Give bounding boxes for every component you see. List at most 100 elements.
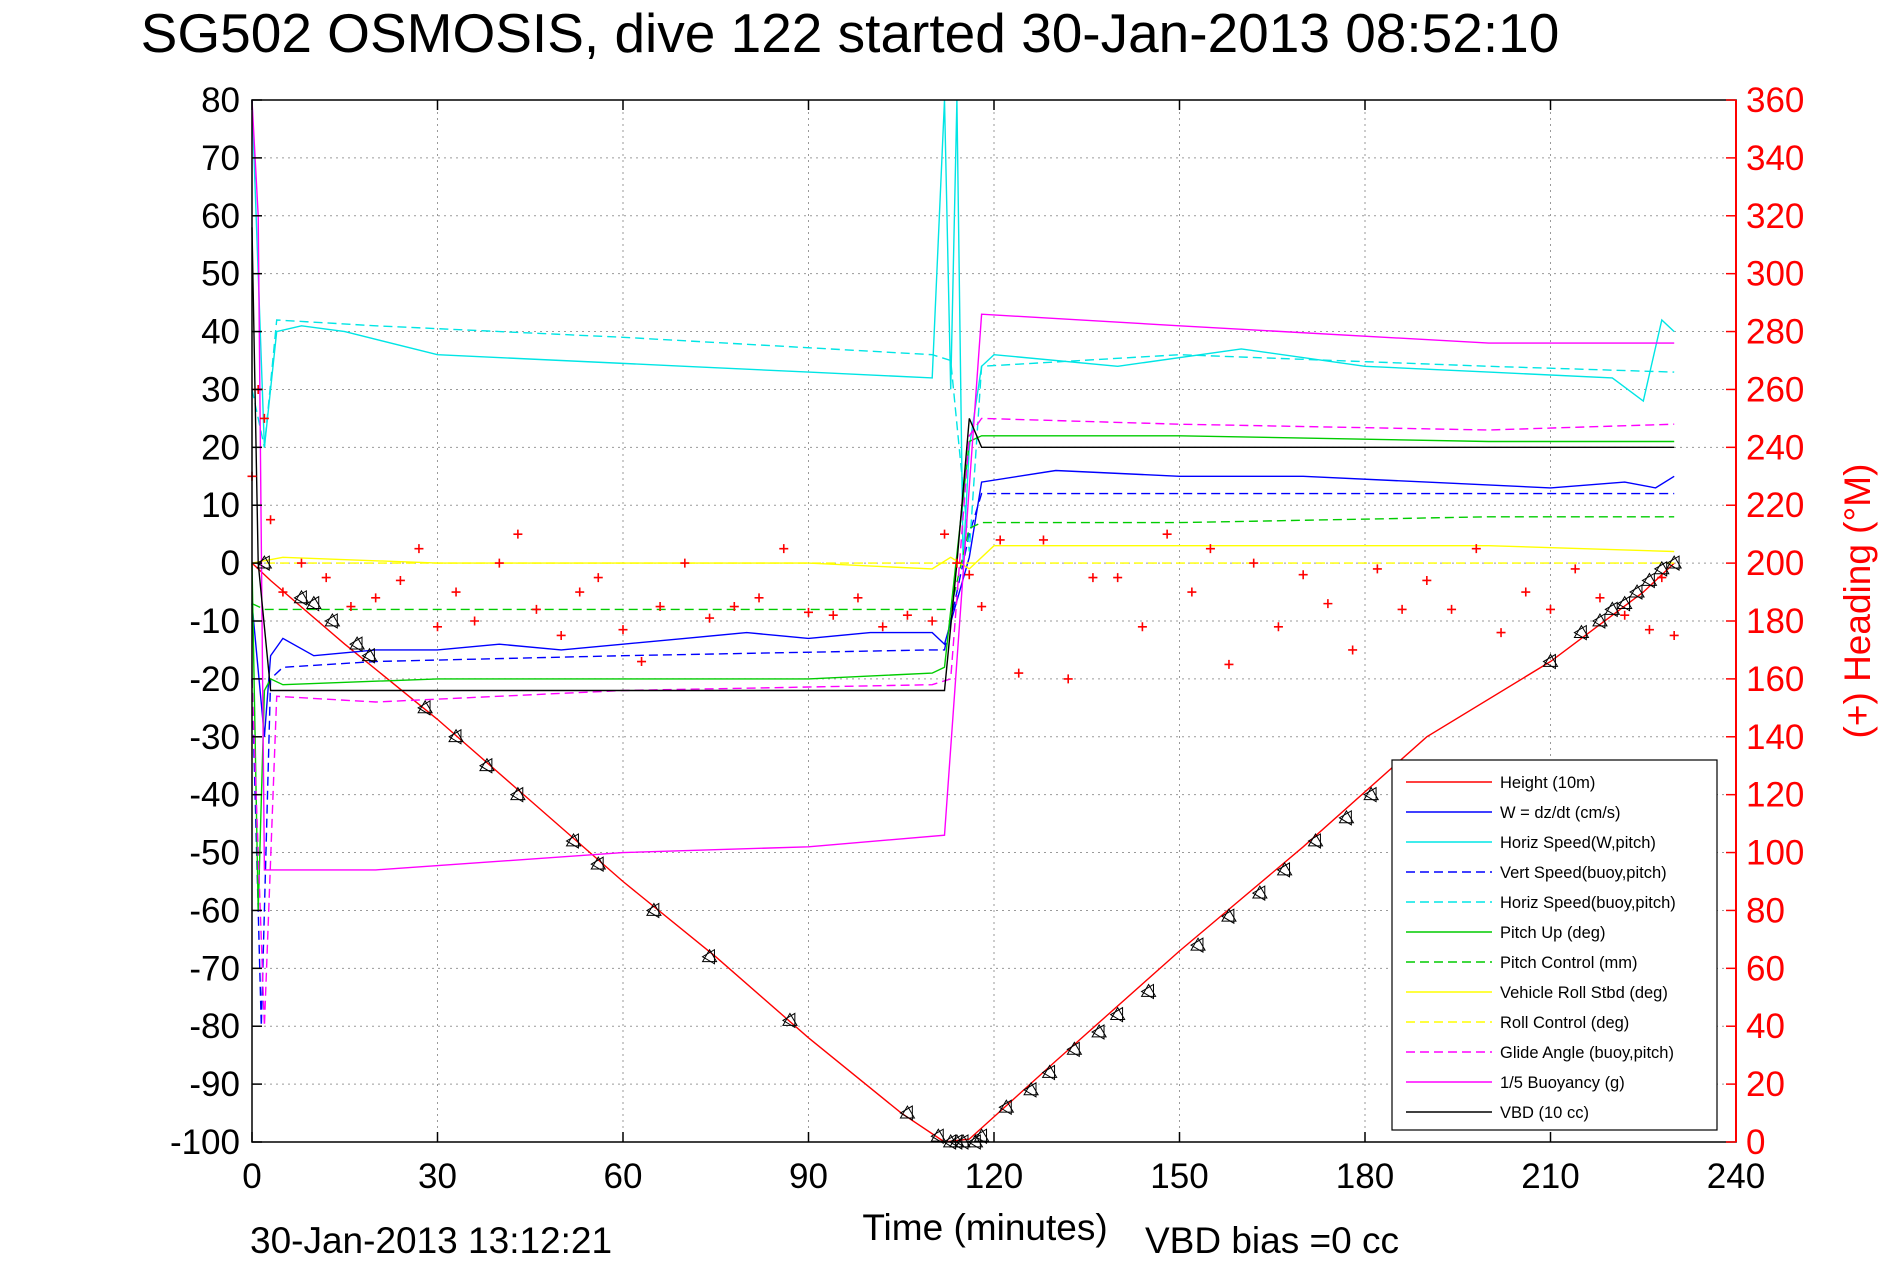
vbd-marker-left bbox=[1641, 572, 1655, 589]
x-axis-label: Time (minutes) bbox=[862, 1207, 1107, 1248]
vbd-marker-left bbox=[256, 555, 270, 571]
vbd-marker bbox=[256, 555, 273, 569]
vbd-marker-left bbox=[1338, 809, 1352, 826]
y-tick-label: -40 bbox=[189, 776, 240, 815]
heading-marker bbox=[1644, 625, 1654, 635]
heading-marker bbox=[494, 558, 504, 568]
heading-marker bbox=[433, 622, 442, 632]
heading-marker bbox=[618, 625, 628, 635]
vbd-marker bbox=[1573, 624, 1590, 638]
legend-entry-label: Height (10m) bbox=[1500, 774, 1595, 792]
y2-tick-label: 60 bbox=[1746, 949, 1785, 988]
vbd-marker-left bbox=[1251, 885, 1266, 901]
vbd-marker-left bbox=[324, 613, 338, 629]
heading-marker bbox=[1162, 529, 1172, 539]
series-line-5 bbox=[251, 435, 1675, 911]
heading-marker bbox=[995, 535, 1005, 545]
heading-marker bbox=[371, 593, 381, 603]
heading-marker bbox=[940, 529, 950, 539]
heading-marker bbox=[1088, 573, 1098, 583]
series-line-10 bbox=[251, 99, 1675, 871]
y-tick-label: -20 bbox=[189, 660, 240, 699]
vbd-marker bbox=[1629, 584, 1645, 598]
vbd-marker bbox=[1641, 572, 1658, 586]
heading-marker bbox=[729, 602, 739, 612]
x-tick-label: 0 bbox=[242, 1157, 261, 1196]
vbd-marker bbox=[1666, 555, 1683, 569]
heading-marker bbox=[1595, 593, 1605, 603]
heading-marker bbox=[1372, 564, 1382, 574]
vbd-marker-left bbox=[645, 902, 660, 919]
vbd-marker bbox=[1616, 595, 1633, 610]
heading-marker bbox=[828, 610, 838, 620]
heading-marker bbox=[1063, 674, 1073, 684]
vbd-marker bbox=[1140, 983, 1157, 997]
series-line-11 bbox=[251, 227, 1675, 692]
vbd-marker-left bbox=[1023, 1082, 1037, 1098]
vbd-marker-left bbox=[478, 757, 493, 774]
vbd-marker-left bbox=[509, 786, 524, 803]
vbd-marker bbox=[701, 948, 718, 963]
heading-marker bbox=[470, 616, 480, 626]
x-tick-label: 150 bbox=[1150, 1157, 1208, 1196]
heading-marker bbox=[1521, 587, 1531, 597]
heading-marker bbox=[964, 570, 974, 580]
heading-marker bbox=[278, 587, 288, 597]
heading-marker bbox=[556, 630, 566, 640]
y-tick-label: -90 bbox=[189, 1065, 240, 1104]
vbd-marker bbox=[324, 613, 341, 627]
series-line-1 bbox=[251, 469, 1675, 737]
vbd-marker-left bbox=[701, 948, 715, 965]
legend-entry-label: Vert Speed(buoy,pitch) bbox=[1500, 864, 1667, 882]
heading-marker bbox=[575, 587, 585, 597]
vbd-marker-left bbox=[293, 589, 307, 606]
heading-marker bbox=[1397, 604, 1407, 614]
heading-marker bbox=[853, 593, 863, 603]
y2-tick-label: 320 bbox=[1746, 197, 1804, 236]
x-axis: 0 30 60 90 120 150 180 210 240 bbox=[242, 100, 1765, 1196]
y-tick-label: -10 bbox=[189, 602, 240, 641]
heading-marker bbox=[779, 544, 789, 554]
y2-tick-label: 340 bbox=[1746, 139, 1804, 178]
heading-marker bbox=[1113, 573, 1123, 583]
vbd-marker-left bbox=[1091, 1024, 1105, 1040]
x-tick-label: 90 bbox=[789, 1157, 828, 1196]
vbd-marker-left bbox=[930, 1128, 944, 1145]
vbd-marker-left bbox=[565, 833, 579, 849]
vbd-marker bbox=[1109, 1006, 1126, 1021]
vbd-marker bbox=[782, 1012, 798, 1026]
vbd-marker bbox=[899, 1105, 916, 1119]
heading-marker bbox=[878, 622, 888, 632]
legend: Height (10m) W = dz/dt (cm/s) Horiz Speed(… bbox=[1391, 759, 1718, 1131]
vbd-marker-left bbox=[1307, 833, 1321, 849]
vbd-marker bbox=[973, 1128, 990, 1142]
y2-tick-label: 0 bbox=[1746, 1123, 1765, 1162]
y2-tick-label: 220 bbox=[1746, 486, 1804, 525]
heading-marker bbox=[1205, 544, 1215, 554]
y-tick-label: 80 bbox=[201, 81, 240, 120]
legend-entry-label: 1/5 Buoyancy (g) bbox=[1500, 1074, 1625, 1092]
legend-entry-label: Glide Angle (buoy,pitch) bbox=[1500, 1044, 1674, 1062]
y-tick-label: -30 bbox=[189, 718, 240, 757]
vbd-marker bbox=[1023, 1081, 1039, 1096]
vbd-marker bbox=[361, 647, 378, 662]
vbd-marker bbox=[1276, 861, 1293, 876]
y2-tick-label: 280 bbox=[1746, 313, 1804, 352]
x-tick-label: 60 bbox=[604, 1157, 643, 1196]
heading-marker bbox=[1546, 604, 1555, 614]
heading-marker bbox=[1471, 544, 1481, 554]
heading-marker bbox=[395, 575, 405, 585]
y2-tick-label: 120 bbox=[1746, 776, 1804, 815]
vbd-marker bbox=[1653, 560, 1670, 575]
heading-marker bbox=[705, 613, 715, 623]
x-tick-label: 210 bbox=[1521, 1157, 1579, 1196]
y-tick-label: 60 bbox=[201, 197, 240, 236]
y2-tick-label: 300 bbox=[1746, 255, 1804, 294]
vbd-marker bbox=[305, 595, 322, 610]
y2-tick-label: 200 bbox=[1746, 544, 1804, 583]
vbd-marker bbox=[1190, 937, 1206, 951]
legend-box bbox=[1391, 759, 1718, 1131]
vbd-marker bbox=[955, 1134, 971, 1148]
vbd-marker bbox=[1066, 1041, 1083, 1055]
heading-marker bbox=[593, 573, 603, 583]
